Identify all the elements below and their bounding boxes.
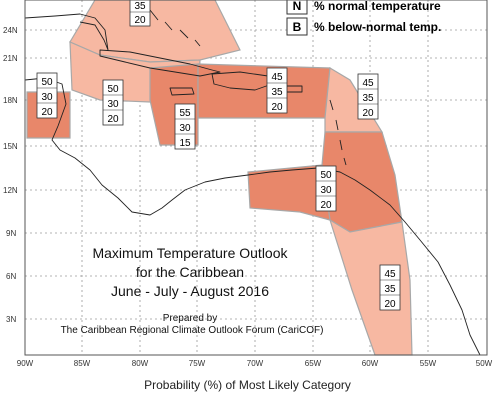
probability-value: 20	[271, 102, 283, 113]
probability-box: 50 30 20	[102, 79, 124, 126]
probability-value: 20	[134, 15, 146, 26]
longitude-labels: 90W 85W 80W 75W 70W 65W 60W 55W 50W	[17, 359, 493, 368]
probability-value: 20	[107, 114, 119, 125]
probability-value: 45	[384, 269, 396, 280]
lat-label: 18N	[3, 96, 18, 105]
probability-value: 35	[384, 284, 396, 295]
lat-label: 15N	[3, 142, 18, 151]
lat-label: 24N	[3, 26, 18, 35]
probability-value: 20	[41, 107, 53, 118]
probability-value: 30	[179, 123, 191, 134]
lon-label: 80W	[132, 359, 149, 368]
probability-value: 35	[134, 1, 146, 12]
legend-key: B	[293, 20, 302, 34]
lat-label: 12N	[3, 186, 18, 195]
probability-value: 35	[271, 87, 283, 98]
lon-label: 75W	[189, 359, 206, 368]
probability-value: 55	[179, 108, 191, 119]
lon-label: 55W	[420, 359, 437, 368]
lon-label: 65W	[305, 359, 322, 368]
probability-value: 20	[320, 200, 332, 211]
probability-value: 20	[384, 299, 396, 310]
probability-value: 45	[362, 78, 374, 89]
legend-row-below: B % below-normal temp.	[286, 17, 441, 36]
probability-value: 30	[320, 185, 332, 196]
probability-value: 50	[107, 84, 119, 95]
probability-value: 50	[41, 77, 53, 88]
lat-label: 9N	[6, 229, 16, 238]
legend: N % normal temperature B % below-normal …	[286, 0, 441, 36]
probability-box: 45 35 20	[379, 264, 401, 311]
probability-box: 45 35 20	[357, 73, 379, 120]
probability-box: 45 35 20	[266, 67, 288, 114]
probability-boxes: 35 20 50 30 20 50 30 20 55 30 15	[36, 0, 401, 311]
credit-line: The Caribbean Regional Climate Outlook F…	[61, 325, 324, 336]
title-line: for the Caribbean	[136, 264, 244, 280]
title-line: Maximum Temperature Outlook	[92, 245, 288, 261]
legend-row-normal: N % normal temperature	[286, 0, 441, 15]
lon-label: 50W	[476, 359, 493, 368]
legend-key: N	[293, 0, 302, 13]
map-credit: Prepared by The Caribbean Regional Clima…	[61, 313, 324, 336]
lon-label: 60W	[362, 359, 379, 368]
lon-label: 85W	[74, 359, 91, 368]
coastlines	[24, 9, 481, 356]
zone-south-caribbean	[247, 164, 331, 221]
lat-label: 3N	[6, 315, 16, 324]
credit-line: Prepared by	[163, 313, 217, 324]
probability-box: 35 20	[129, 0, 151, 27]
map-frame	[24, 0, 488, 356]
latitude-labels: 24N 21N 18N 15N 12N 9N 6N 3N	[3, 26, 18, 324]
legend-text: % below-normal temp.	[314, 20, 441, 34]
probability-box: 50 30 20	[315, 165, 337, 212]
probability-value: 20	[362, 108, 374, 119]
probability-box: 50 30 20	[36, 72, 58, 119]
probability-zones	[26, 0, 413, 356]
probability-box: 55 30 15	[174, 103, 196, 150]
lon-label: 90W	[17, 359, 34, 368]
probability-value: 30	[41, 92, 53, 103]
probability-value: 50	[320, 170, 332, 181]
probability-value: 35	[362, 93, 374, 104]
legend-text: % normal temperature	[314, 0, 441, 13]
map-title: Maximum Temperature Outlook for the Cari…	[92, 245, 288, 299]
zone-guianas	[328, 218, 413, 356]
title-line: June - July - August 2016	[111, 283, 269, 299]
probability-value: 15	[179, 138, 191, 149]
lat-label: 6N	[6, 272, 16, 281]
probability-value: 30	[107, 99, 119, 110]
lon-label: 70W	[247, 359, 264, 368]
lat-label: 21N	[3, 54, 18, 63]
probability-value: 45	[271, 72, 283, 83]
map-caption: Probability (%) of Most Likely Category	[144, 378, 351, 392]
